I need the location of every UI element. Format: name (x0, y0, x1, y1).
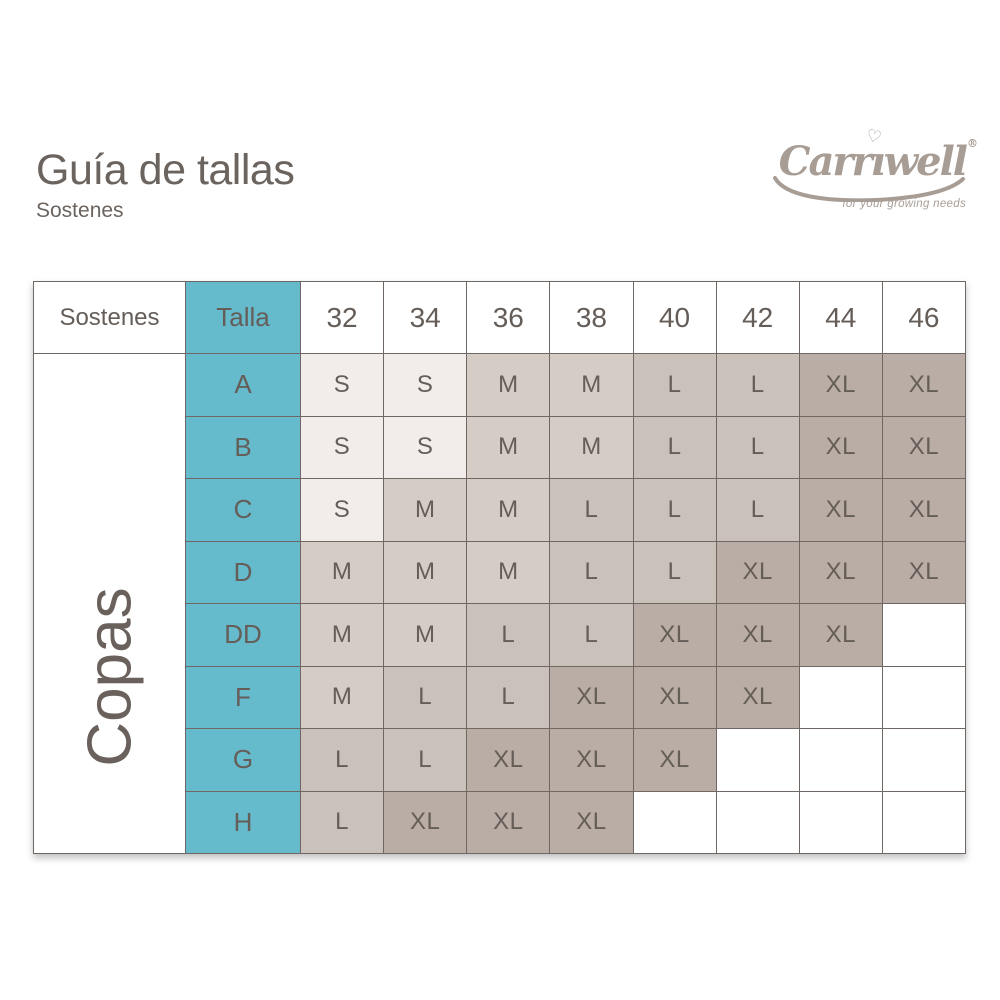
cup-size-cell (716, 791, 800, 854)
cup-size-cell: XL (799, 479, 883, 542)
cup-size-cell: L (633, 354, 717, 417)
cup-size-cell: L (467, 604, 551, 667)
band-size-header: 32 (301, 282, 385, 354)
cup-size-cell: XL (716, 541, 800, 604)
cup-size-cell (799, 729, 883, 792)
cup-size-cell: XL (799, 354, 883, 417)
cup-letter-cell: G (186, 729, 301, 792)
band-size-header: 40 (633, 282, 717, 354)
cup-size-cell (882, 791, 966, 854)
band-size-header: 36 (467, 282, 551, 354)
cup-letter-cell: F (186, 666, 301, 729)
cup-size-cell: XL (384, 791, 468, 854)
cup-size-cell: XL (633, 666, 717, 729)
cup-size-cell (882, 604, 966, 667)
cup-size-cell: S (301, 479, 385, 542)
cup-letter-cell: DD (186, 604, 301, 667)
cup-size-cell: L (550, 604, 634, 667)
registered-mark: ® (967, 137, 978, 150)
cup-size-cell: L (384, 729, 468, 792)
band-size-header: 34 (384, 282, 468, 354)
cup-size-cell (799, 666, 883, 729)
cup-size-cell: XL (716, 666, 800, 729)
logo-tagline: for your growing needs (842, 198, 966, 210)
talla-header: Talla (186, 282, 301, 354)
cup-size-cell: L (550, 541, 634, 604)
page-title: Guía de tallas (36, 146, 295, 194)
cup-size-cell: XL (633, 729, 717, 792)
cup-size-cell (716, 729, 800, 792)
carriwell-logo: Carrı ♡ well ® for your growing needs (766, 125, 978, 210)
band-size-header: 42 (716, 282, 800, 354)
band-size-header: 44 (799, 282, 883, 354)
cup-letter-cell: A (186, 354, 301, 417)
logo-brand-post: well (883, 138, 968, 185)
cup-size-cell: L (633, 541, 717, 604)
logo-swoosh-underline (773, 176, 965, 202)
cup-size-cell: M (550, 354, 634, 417)
cup-size-cell: XL (467, 729, 551, 792)
band-size-header: 46 (882, 282, 966, 354)
cup-size-cell (799, 791, 883, 854)
cup-size-cell: XL (633, 604, 717, 667)
cup-size-cell (882, 666, 966, 729)
cup-size-cell: XL (467, 791, 551, 854)
cup-size-cell: L (716, 416, 800, 479)
cup-size-cell: XL (799, 416, 883, 479)
logo-brand-i: ı (870, 138, 886, 185)
cup-size-cell (882, 729, 966, 792)
title-block: Guía de tallas Sostenes (36, 146, 295, 223)
corner-label: Sostenes (34, 282, 186, 354)
cup-size-cell: S (384, 416, 468, 479)
cup-size-cell: XL (799, 541, 883, 604)
cup-letter-cell: H (186, 791, 301, 854)
cup-size-cell: M (467, 541, 551, 604)
cup-size-cell: L (716, 354, 800, 417)
cup-size-cell: L (467, 666, 551, 729)
logo-brand-pre: Carr (778, 138, 873, 185)
cup-size-cell: S (301, 354, 385, 417)
page-subtitle: Sostenes (36, 199, 124, 223)
cup-size-cell: XL (550, 666, 634, 729)
cup-size-cell: L (716, 479, 800, 542)
cup-size-cell (633, 791, 717, 854)
cup-size-cell: XL (882, 416, 966, 479)
cup-letter-cell: B (186, 416, 301, 479)
cup-axis-cell: Copas (34, 354, 186, 854)
cup-size-cell: M (301, 541, 385, 604)
cup-size-cell: XL (716, 604, 800, 667)
cup-size-cell: S (301, 416, 385, 479)
cup-size-cell: XL (882, 541, 966, 604)
cup-size-cell: XL (882, 354, 966, 417)
cup-size-cell: L (301, 729, 385, 792)
cup-size-cell: M (550, 416, 634, 479)
cup-size-cell: L (384, 666, 468, 729)
cup-size-cell: M (467, 479, 551, 542)
cup-size-cell: L (301, 791, 385, 854)
cup-size-cell: L (550, 479, 634, 542)
cup-size-cell: M (384, 604, 468, 667)
cup-size-cell: M (301, 604, 385, 667)
band-size-header: 38 (550, 282, 634, 354)
logo-brand-text: Carrı ♡ well ® (779, 125, 978, 182)
cup-size-cell: XL (550, 791, 634, 854)
cup-size-cell: M (384, 479, 468, 542)
cup-axis-label: Copas (75, 586, 144, 767)
cup-size-cell: M (467, 354, 551, 417)
cup-size-cell: M (467, 416, 551, 479)
cup-size-cell: XL (882, 479, 966, 542)
cup-letter-cell: D (186, 541, 301, 604)
size-chart-table: Sostenes Talla 32 34 36 38 40 42 44 46 Copas A S S M M L… (33, 281, 966, 854)
cup-size-cell: M (301, 666, 385, 729)
cup-size-cell: XL (799, 604, 883, 667)
cup-size-cell: L (633, 479, 717, 542)
cup-size-cell: S (384, 354, 468, 417)
cup-size-cell: M (384, 541, 468, 604)
cup-size-cell: XL (550, 729, 634, 792)
cup-letter-cell: C (186, 479, 301, 542)
cup-size-cell: L (633, 416, 717, 479)
